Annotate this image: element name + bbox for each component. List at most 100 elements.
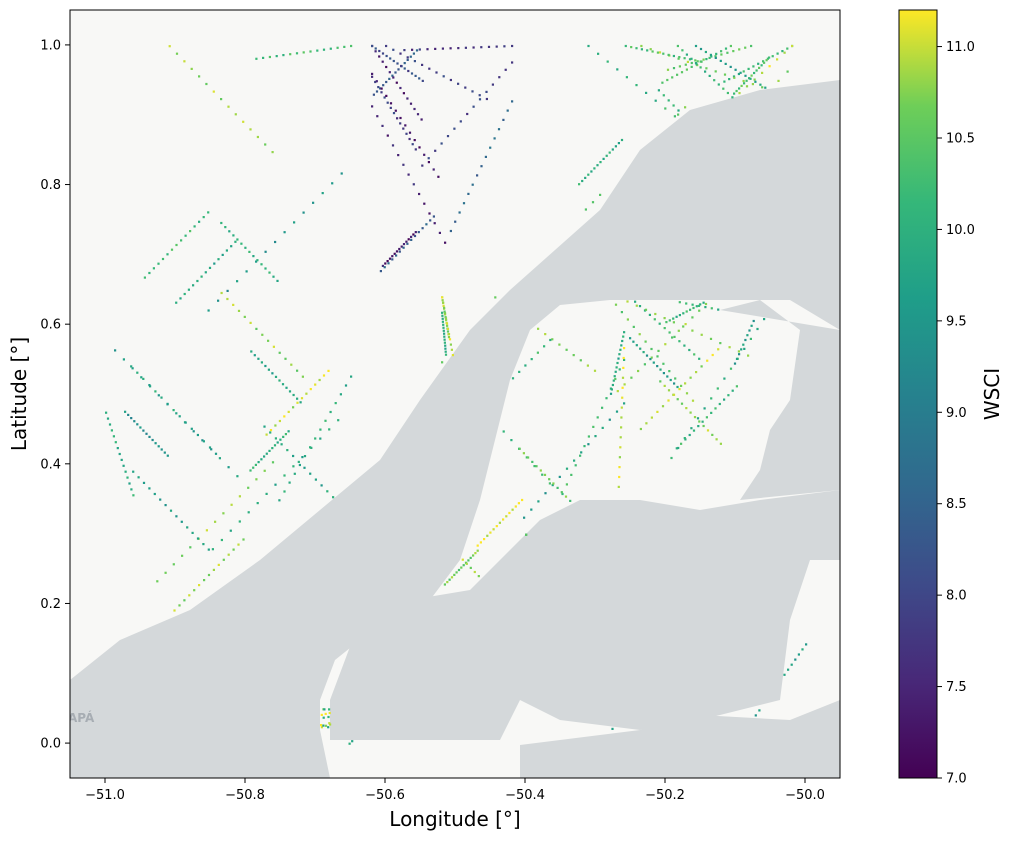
track-point xyxy=(322,724,325,727)
track-point xyxy=(697,425,700,428)
track-point xyxy=(130,488,133,491)
track-point xyxy=(142,429,145,432)
colorbar-tick-label: 7.5 xyxy=(946,680,967,695)
track-point xyxy=(301,375,304,378)
track-point xyxy=(698,309,701,312)
track-point xyxy=(737,72,740,76)
track-point xyxy=(676,385,679,389)
track-point xyxy=(399,52,402,55)
track-point xyxy=(296,369,299,372)
track-point xyxy=(324,724,328,727)
track-point xyxy=(272,275,275,278)
track-point xyxy=(276,441,279,444)
track-point xyxy=(334,402,337,405)
track-point xyxy=(472,105,475,108)
track-point xyxy=(268,271,271,274)
track-point xyxy=(698,357,701,360)
track-point xyxy=(700,365,703,368)
track-point xyxy=(523,516,526,519)
track-point xyxy=(339,393,342,396)
track-point xyxy=(599,193,602,196)
track-point xyxy=(320,713,323,716)
track-point xyxy=(574,464,577,467)
track-point xyxy=(447,333,451,336)
track-point xyxy=(421,79,424,82)
track-point xyxy=(684,106,687,109)
track-point xyxy=(394,71,397,74)
track-point xyxy=(413,234,417,238)
track-point xyxy=(271,461,275,464)
track-point xyxy=(180,520,183,523)
track-point xyxy=(387,262,390,265)
track-point xyxy=(157,394,160,397)
track-point xyxy=(715,52,718,55)
track-point xyxy=(381,52,385,55)
track-point xyxy=(731,96,734,99)
track-point xyxy=(735,357,739,360)
track-point xyxy=(213,262,216,265)
track-point xyxy=(378,55,381,58)
track-point xyxy=(426,48,429,51)
track-point xyxy=(320,724,323,727)
track-point xyxy=(717,83,720,86)
track-point xyxy=(715,438,718,441)
track-point xyxy=(389,57,392,60)
track-point xyxy=(322,374,326,377)
track-point xyxy=(395,250,399,253)
track-point xyxy=(684,63,687,66)
track-point xyxy=(510,439,513,442)
colorbar-tick-label: 10.0 xyxy=(946,223,975,238)
track-point xyxy=(328,708,331,711)
track-point xyxy=(690,65,693,68)
track-point xyxy=(395,81,398,84)
track-point xyxy=(178,604,181,607)
track-point xyxy=(180,239,183,242)
track-point xyxy=(668,331,671,334)
track-point xyxy=(106,417,110,420)
track-point xyxy=(685,302,688,305)
track-point xyxy=(214,452,218,455)
track-point xyxy=(221,253,224,256)
track-point xyxy=(237,543,240,546)
track-point xyxy=(465,562,468,565)
track-point xyxy=(623,358,626,361)
track-point xyxy=(224,226,227,229)
track-point xyxy=(487,45,491,48)
track-point xyxy=(714,407,717,410)
track-point xyxy=(695,371,698,374)
track-point xyxy=(228,230,231,233)
track-point xyxy=(652,361,655,364)
track-point xyxy=(689,308,692,311)
track-point xyxy=(459,120,462,123)
track-point xyxy=(467,559,470,562)
track-point xyxy=(114,349,117,352)
track-point xyxy=(322,48,326,51)
track-point xyxy=(314,383,317,386)
track-point xyxy=(170,248,174,251)
track-point xyxy=(457,47,460,50)
track-point xyxy=(200,275,203,278)
track-point xyxy=(737,350,740,353)
track-point xyxy=(300,397,304,400)
track-point xyxy=(444,353,448,356)
track-point xyxy=(279,438,282,441)
track-point xyxy=(657,349,660,352)
track-point xyxy=(672,321,675,324)
track-point xyxy=(722,87,725,90)
track-point xyxy=(263,455,266,458)
track-point xyxy=(283,415,286,418)
track-point xyxy=(570,473,573,476)
track-point xyxy=(175,301,178,304)
track-point xyxy=(791,44,794,48)
track-point xyxy=(717,308,720,311)
track-point xyxy=(110,429,113,432)
track-point xyxy=(253,354,256,357)
track-point xyxy=(402,246,405,249)
track-point xyxy=(732,75,736,78)
track-point xyxy=(657,89,660,92)
track-point xyxy=(587,443,590,446)
track-point xyxy=(374,47,377,50)
track-point xyxy=(729,44,732,48)
track-point xyxy=(139,426,142,429)
track-point xyxy=(629,337,632,340)
